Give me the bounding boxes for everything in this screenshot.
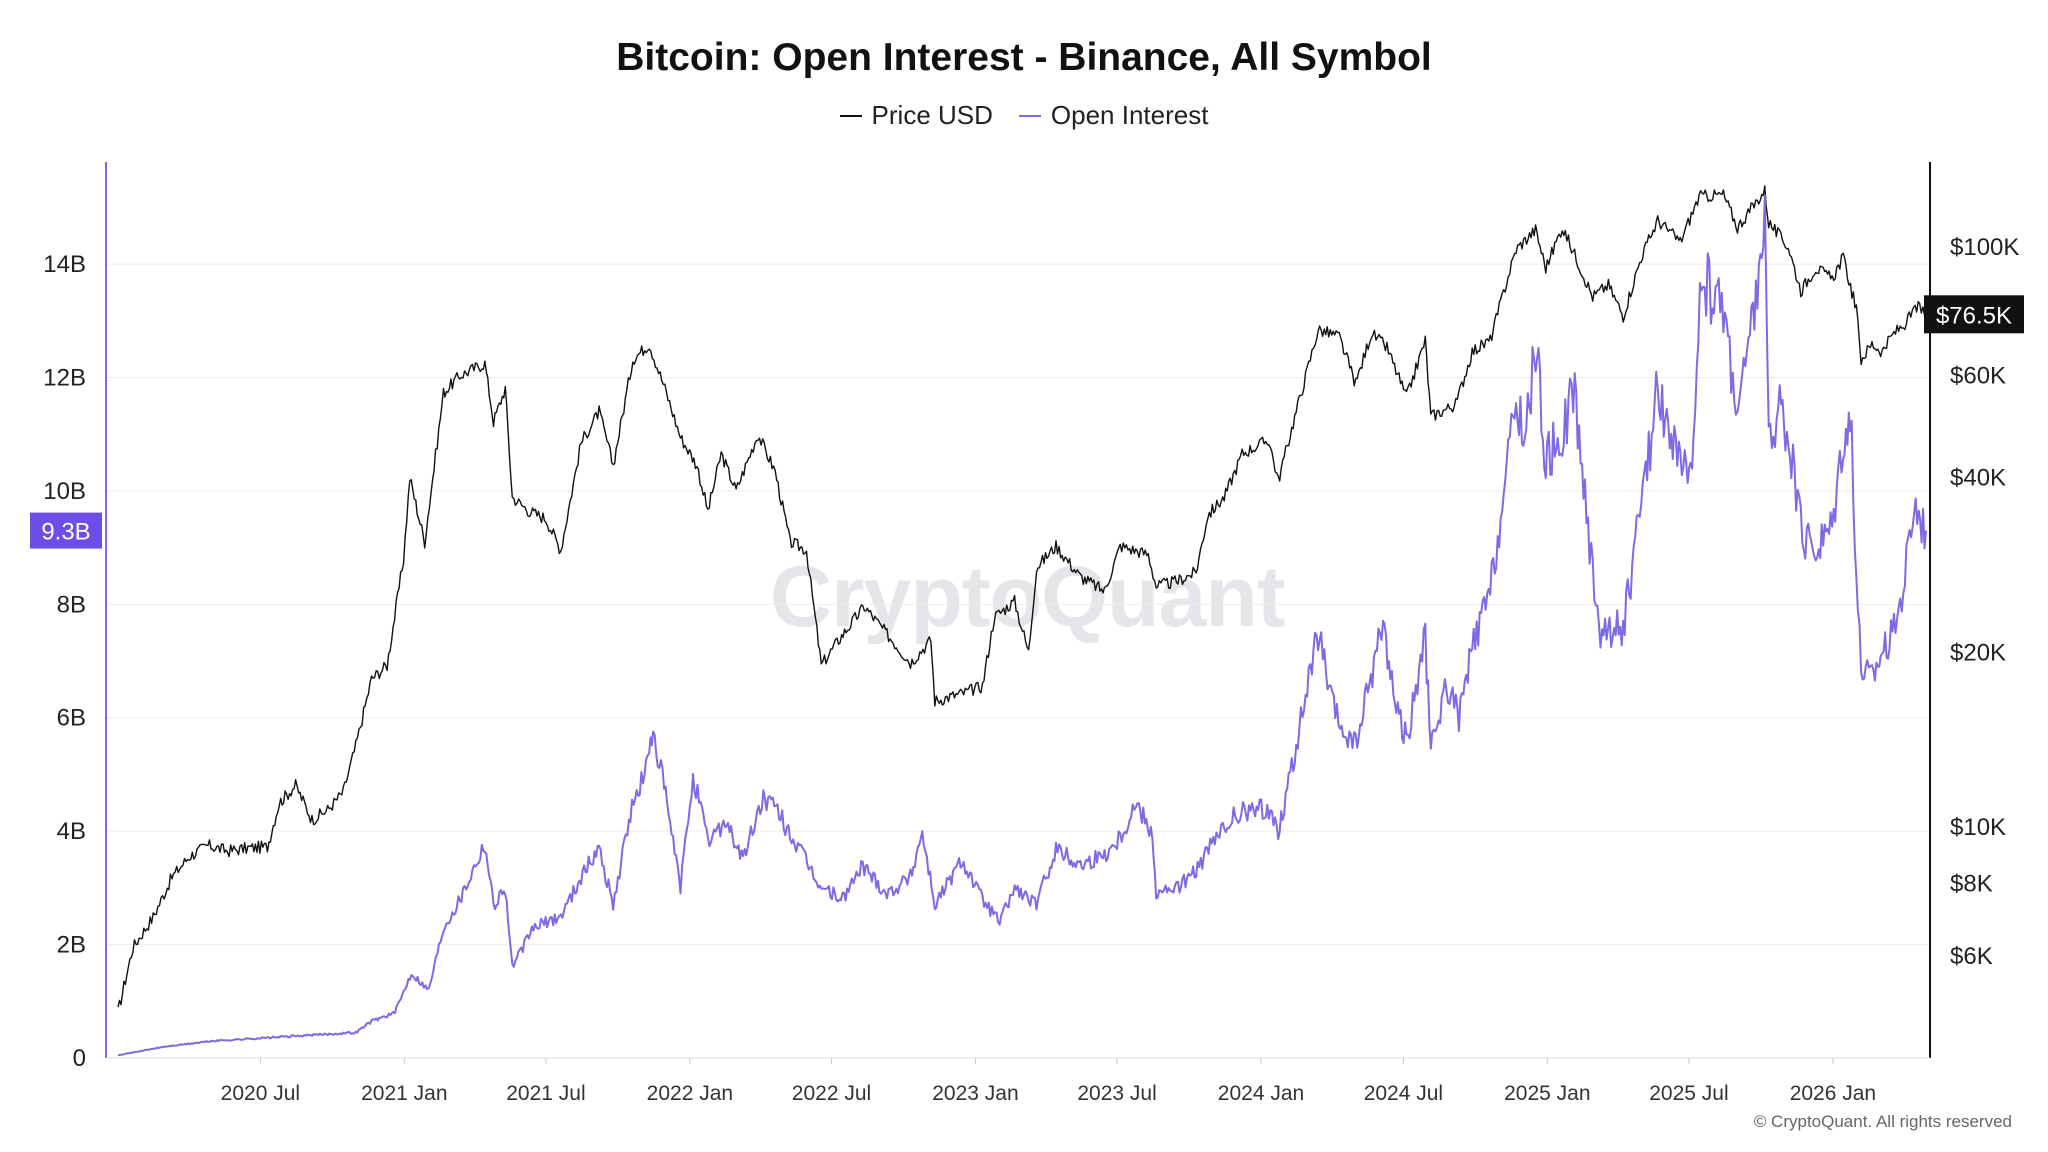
value-badges: 9.3B $76.5K — [30, 295, 2024, 549]
x-tick-label-10: 2025 Jul — [1649, 1082, 1728, 1105]
legend-label-open-interest: Open Interest — [1050, 100, 1209, 130]
price-current-badge — [1924, 295, 2024, 334]
left-tick-label-6: 12B — [43, 364, 86, 391]
left-tick-label-3: 6B — [57, 705, 86, 732]
right-tick-label-6: $100K — [1950, 234, 2019, 261]
x-tick-label-6: 2023 Jul — [1077, 1082, 1156, 1105]
left-tick-label-0: 0 — [73, 1045, 86, 1072]
x-tick-label-3: 2022 Jan — [647, 1082, 733, 1105]
legend-item-price[interactable]: Price USD — [839, 100, 993, 131]
right-tick-label-4: $40K — [1950, 465, 2006, 492]
price-current-label: $76.5K — [1936, 302, 2012, 329]
open-interest-current-label: 9.3B — [41, 519, 90, 546]
chart-title: Bitcoin: Open Interest - Binance, All Sy… — [616, 36, 1432, 79]
right-tick-label-3: $20K — [1950, 639, 2006, 666]
chart-legend: Price USD Open Interest — [0, 100, 2048, 131]
x-tick-label-5: 2023 Jan — [932, 1082, 1018, 1105]
left-tick-label-4: 8B — [57, 591, 86, 618]
x-tick-label-0: 2020 Jul — [221, 1082, 300, 1105]
left-tick-label-1: 2B — [57, 932, 86, 959]
x-tick-label-9: 2025 Jan — [1504, 1082, 1590, 1105]
right-tick-label-2: $10K — [1950, 814, 2006, 841]
left-tick-label-5: 10B — [43, 478, 86, 505]
right-tick-label-0: $6K — [1950, 943, 1993, 970]
x-tick-label-8: 2024 Jul — [1364, 1082, 1443, 1105]
watermark-logo: CryptoQuant — [770, 549, 1286, 645]
price-usd-line — [117, 185, 1927, 1008]
right-tick-label-5: $60K — [1950, 363, 2006, 390]
series-layer — [117, 185, 1927, 1057]
left-tick-label-2: 4B — [57, 818, 86, 845]
x-tick-label-11: 2026 Jan — [1790, 1082, 1876, 1105]
x-tick-label-2: 2021 Jul — [506, 1082, 585, 1105]
x-tick-label-4: 2022 Jul — [792, 1082, 871, 1105]
legend-swatch-open-interest — [1018, 114, 1041, 117]
open-interest-current-badge — [30, 512, 102, 549]
x-tick-label-1: 2021 Jan — [361, 1082, 447, 1105]
legend-swatch-price — [839, 114, 862, 117]
legend-item-open-interest[interactable]: Open Interest — [1018, 100, 1209, 131]
open-interest-line — [117, 194, 1927, 1057]
x-axis: 2020 Jul 2021 Jan 2021 Jul 2022 Jan 2022 Jul… — [106, 1057, 1930, 1105]
left-y-axis: 0 2B 4B 6B 8B 10B 12B 14B — [43, 162, 107, 1072]
left-tick-label-7: 14B — [43, 251, 86, 278]
copyright-footer: © CryptoQuant. All rights reserved — [1753, 1112, 2012, 1131]
legend-label-price: Price USD — [871, 100, 993, 130]
right-tick-label-1: $8K — [1950, 870, 1993, 897]
x-tick-label-7: 2024 Jan — [1218, 1082, 1304, 1105]
